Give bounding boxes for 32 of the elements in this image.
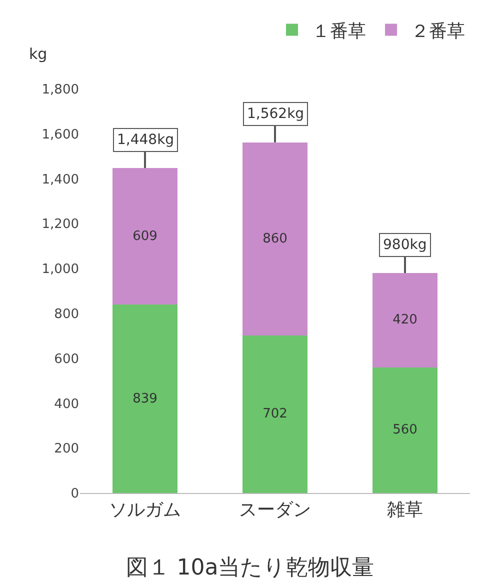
total-label: 1,562kg bbox=[247, 106, 304, 122]
y-tick-label: 1,600 bbox=[42, 127, 79, 142]
total-label: 1,448kg bbox=[117, 132, 174, 148]
y-tick-label: 800 bbox=[54, 306, 79, 322]
y-axis-title: kg bbox=[29, 45, 48, 63]
y-tick-label: 1,800 bbox=[42, 82, 79, 98]
data-label: 702 bbox=[262, 406, 288, 422]
legend-label: ２番草 bbox=[411, 20, 465, 42]
y-tick-label: 0 bbox=[70, 486, 79, 502]
y-tick-label: 600 bbox=[54, 352, 79, 367]
y-tick-label: 200 bbox=[54, 442, 79, 457]
data-label: 420 bbox=[392, 312, 418, 328]
bar bbox=[372, 367, 438, 493]
y-tick-label: 1,200 bbox=[42, 217, 79, 232]
x-tick-label: ソルガム bbox=[109, 500, 181, 521]
bar bbox=[112, 304, 178, 493]
data-label: 560 bbox=[392, 422, 418, 438]
data-label: 839 bbox=[132, 391, 158, 406]
bar bbox=[242, 335, 308, 493]
text: 図１ 10a当たり乾物収量 bbox=[126, 555, 374, 580]
legend-label: １番草 bbox=[312, 20, 366, 42]
data-label: 860 bbox=[262, 231, 288, 246]
y-tick-label: 1,000 bbox=[42, 262, 79, 278]
data-label: 609 bbox=[132, 228, 158, 244]
y-tick-label: 400 bbox=[54, 396, 79, 412]
y-tick-label: 1,400 bbox=[42, 172, 79, 188]
bar bbox=[372, 273, 438, 368]
bar bbox=[242, 142, 308, 336]
x-tick-label: スーダン bbox=[239, 500, 311, 521]
bar bbox=[112, 168, 178, 305]
total-label: 980kg bbox=[383, 237, 427, 253]
x-tick-label: 雑草 bbox=[387, 500, 423, 521]
